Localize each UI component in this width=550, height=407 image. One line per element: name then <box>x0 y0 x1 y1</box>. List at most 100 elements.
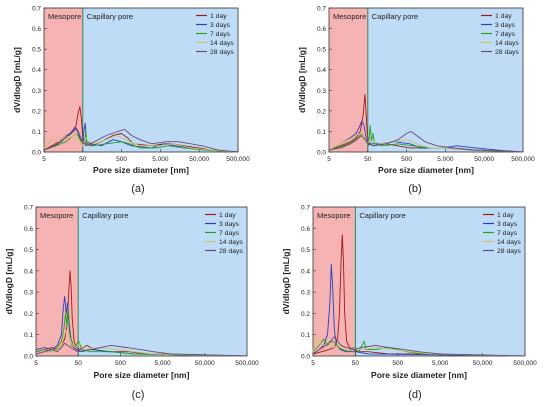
y-tick-label: 0.0 <box>24 354 33 361</box>
y-tick-label: 0.7 <box>317 6 326 13</box>
series-line <box>312 336 526 357</box>
series-line <box>312 264 526 357</box>
x-axis-label: Pore size diameter [nm] <box>378 165 474 175</box>
x-tick-label: 50 <box>79 156 87 163</box>
x-tick-label: 5 <box>42 156 46 163</box>
series-line <box>328 130 524 153</box>
plot-frame <box>43 7 239 153</box>
mesopore-region <box>329 8 368 152</box>
legend-entry: 14 days <box>219 239 243 246</box>
capillary-pore-label: Capillary pore <box>82 211 128 220</box>
series-line <box>328 133 524 153</box>
x-tick-label: 500,000 <box>511 156 535 163</box>
x-axis-label: Pore size diameter [nm] <box>93 165 189 175</box>
y-tick-label: 0.0 <box>32 150 41 157</box>
plot-frame <box>312 206 526 357</box>
capillary-pore-label: Capillary pore <box>359 211 405 220</box>
x-tick-label: 50,000 <box>189 156 209 163</box>
y-tick-label: 0.3 <box>24 290 33 297</box>
legend-entry: 28 days <box>495 49 519 56</box>
y-tick-label: 0.3 <box>32 88 41 95</box>
legend-entry: 3 days <box>495 22 516 29</box>
x-tick-label: 500,000 <box>235 360 259 367</box>
x-tick-label: 5,000 <box>432 360 449 367</box>
series-line <box>328 120 524 153</box>
y-tick-label: 0.0 <box>301 354 310 361</box>
panel-b: Mesopore Capillary pore 0.0 0.1 0.2 0.3 0.4 0.5… <box>297 6 535 196</box>
panel-label: (b) <box>408 183 421 195</box>
x-tick-label: 500,000 <box>226 156 250 163</box>
panel-label: (c) <box>132 389 145 401</box>
x-tick-label: 500 <box>401 156 412 163</box>
legend-entry: 28 days <box>219 248 243 255</box>
y-tick-label: 0.2 <box>317 108 326 115</box>
legend-entry: 7 days <box>495 31 516 38</box>
x-tick-label: 5 <box>327 156 331 163</box>
y-tick-label: 0.7 <box>24 205 33 212</box>
y-tick-label: 0.5 <box>317 47 326 54</box>
x-tick-label: 500,000 <box>513 360 537 367</box>
legend-entry: 7 days <box>210 31 231 38</box>
x-tick-label: 500 <box>115 360 126 367</box>
legend-entry: 7 days <box>497 230 518 237</box>
capillary-pore-region <box>82 8 238 152</box>
x-tick-label: 50,000 <box>195 360 215 367</box>
legend-entry: 7 days <box>219 230 240 237</box>
y-tick-label: 0.5 <box>301 247 310 254</box>
x-tick-label: 5,000 <box>154 360 171 367</box>
y-axis-label: dV/dlogD [mL/g] <box>281 249 291 315</box>
legend-entry: 1 day <box>210 13 227 20</box>
panel-a: Mesopore Capillary pore 0.0 0.1 0.2 0.3 0.4 0.5… <box>12 6 250 196</box>
y-tick-label: 0.2 <box>301 311 310 318</box>
y-axis-label: dV/dlogD [mL/g] <box>12 47 22 113</box>
y-tick-label: 0.0 <box>317 150 326 157</box>
capillary-pore-region <box>78 207 247 356</box>
panel-c: Mesopore Capillary pore 0.0 0.1 0.2 0.3 0.4 0.5… <box>4 205 259 402</box>
y-tick-label: 0.7 <box>32 6 41 13</box>
x-tick-label: 5 <box>311 360 315 367</box>
series-line <box>35 308 248 357</box>
legend-entry: 3 days <box>219 221 240 228</box>
capillary-pore-region <box>367 8 523 152</box>
mesopore-label: Mesopore <box>317 211 350 220</box>
x-axis-label: Pore size diameter [nm] <box>94 370 190 380</box>
x-tick-label: 5 <box>34 360 38 367</box>
capillary-pore-region <box>355 207 525 356</box>
y-tick-label: 0.5 <box>24 247 33 254</box>
y-tick-label: 0.6 <box>301 226 310 233</box>
panel-label: (a) <box>131 183 144 195</box>
plot-frame <box>35 206 248 357</box>
legend-entry: 14 days <box>210 40 234 47</box>
x-tick-label: 50,000 <box>474 156 494 163</box>
legend-entry: 3 days <box>497 221 518 228</box>
mesopore-region <box>313 207 356 356</box>
series-line <box>43 133 239 153</box>
legend-entry: 1 day <box>495 13 512 20</box>
mesopore-region <box>36 207 79 356</box>
y-tick-label: 0.6 <box>24 226 33 233</box>
plot-frame <box>328 7 524 153</box>
x-tick-label: 50 <box>364 156 372 163</box>
series-line <box>312 336 526 357</box>
capillary-pore-label: Capillary pore <box>372 12 418 21</box>
y-tick-label: 0.3 <box>317 88 326 95</box>
mesopore-label: Mesopore <box>48 12 81 21</box>
legend-entry: 14 days <box>495 40 519 47</box>
legend-entry: 28 days <box>210 49 234 56</box>
y-axis-label: dV/dlogD [mL/g] <box>4 249 14 315</box>
y-tick-label: 0.6 <box>317 26 326 33</box>
y-tick-label: 0.5 <box>32 47 41 54</box>
y-tick-label: 0.1 <box>301 332 310 339</box>
y-tick-label: 0.7 <box>301 205 310 212</box>
y-tick-label: 0.1 <box>317 129 326 136</box>
y-axis-label: dV/dlogD [mL/g] <box>297 47 307 113</box>
series-line <box>35 330 248 357</box>
mesopore-label: Mesopore <box>333 12 366 21</box>
legend-entry: 28 days <box>497 248 521 255</box>
y-tick-label: 0.1 <box>24 332 33 339</box>
y-tick-label: 0.1 <box>32 129 41 136</box>
y-tick-label: 0.4 <box>32 67 41 74</box>
legend-entry: 14 days <box>497 239 521 246</box>
panel-label: (d) <box>408 389 421 401</box>
series-line <box>35 295 248 357</box>
